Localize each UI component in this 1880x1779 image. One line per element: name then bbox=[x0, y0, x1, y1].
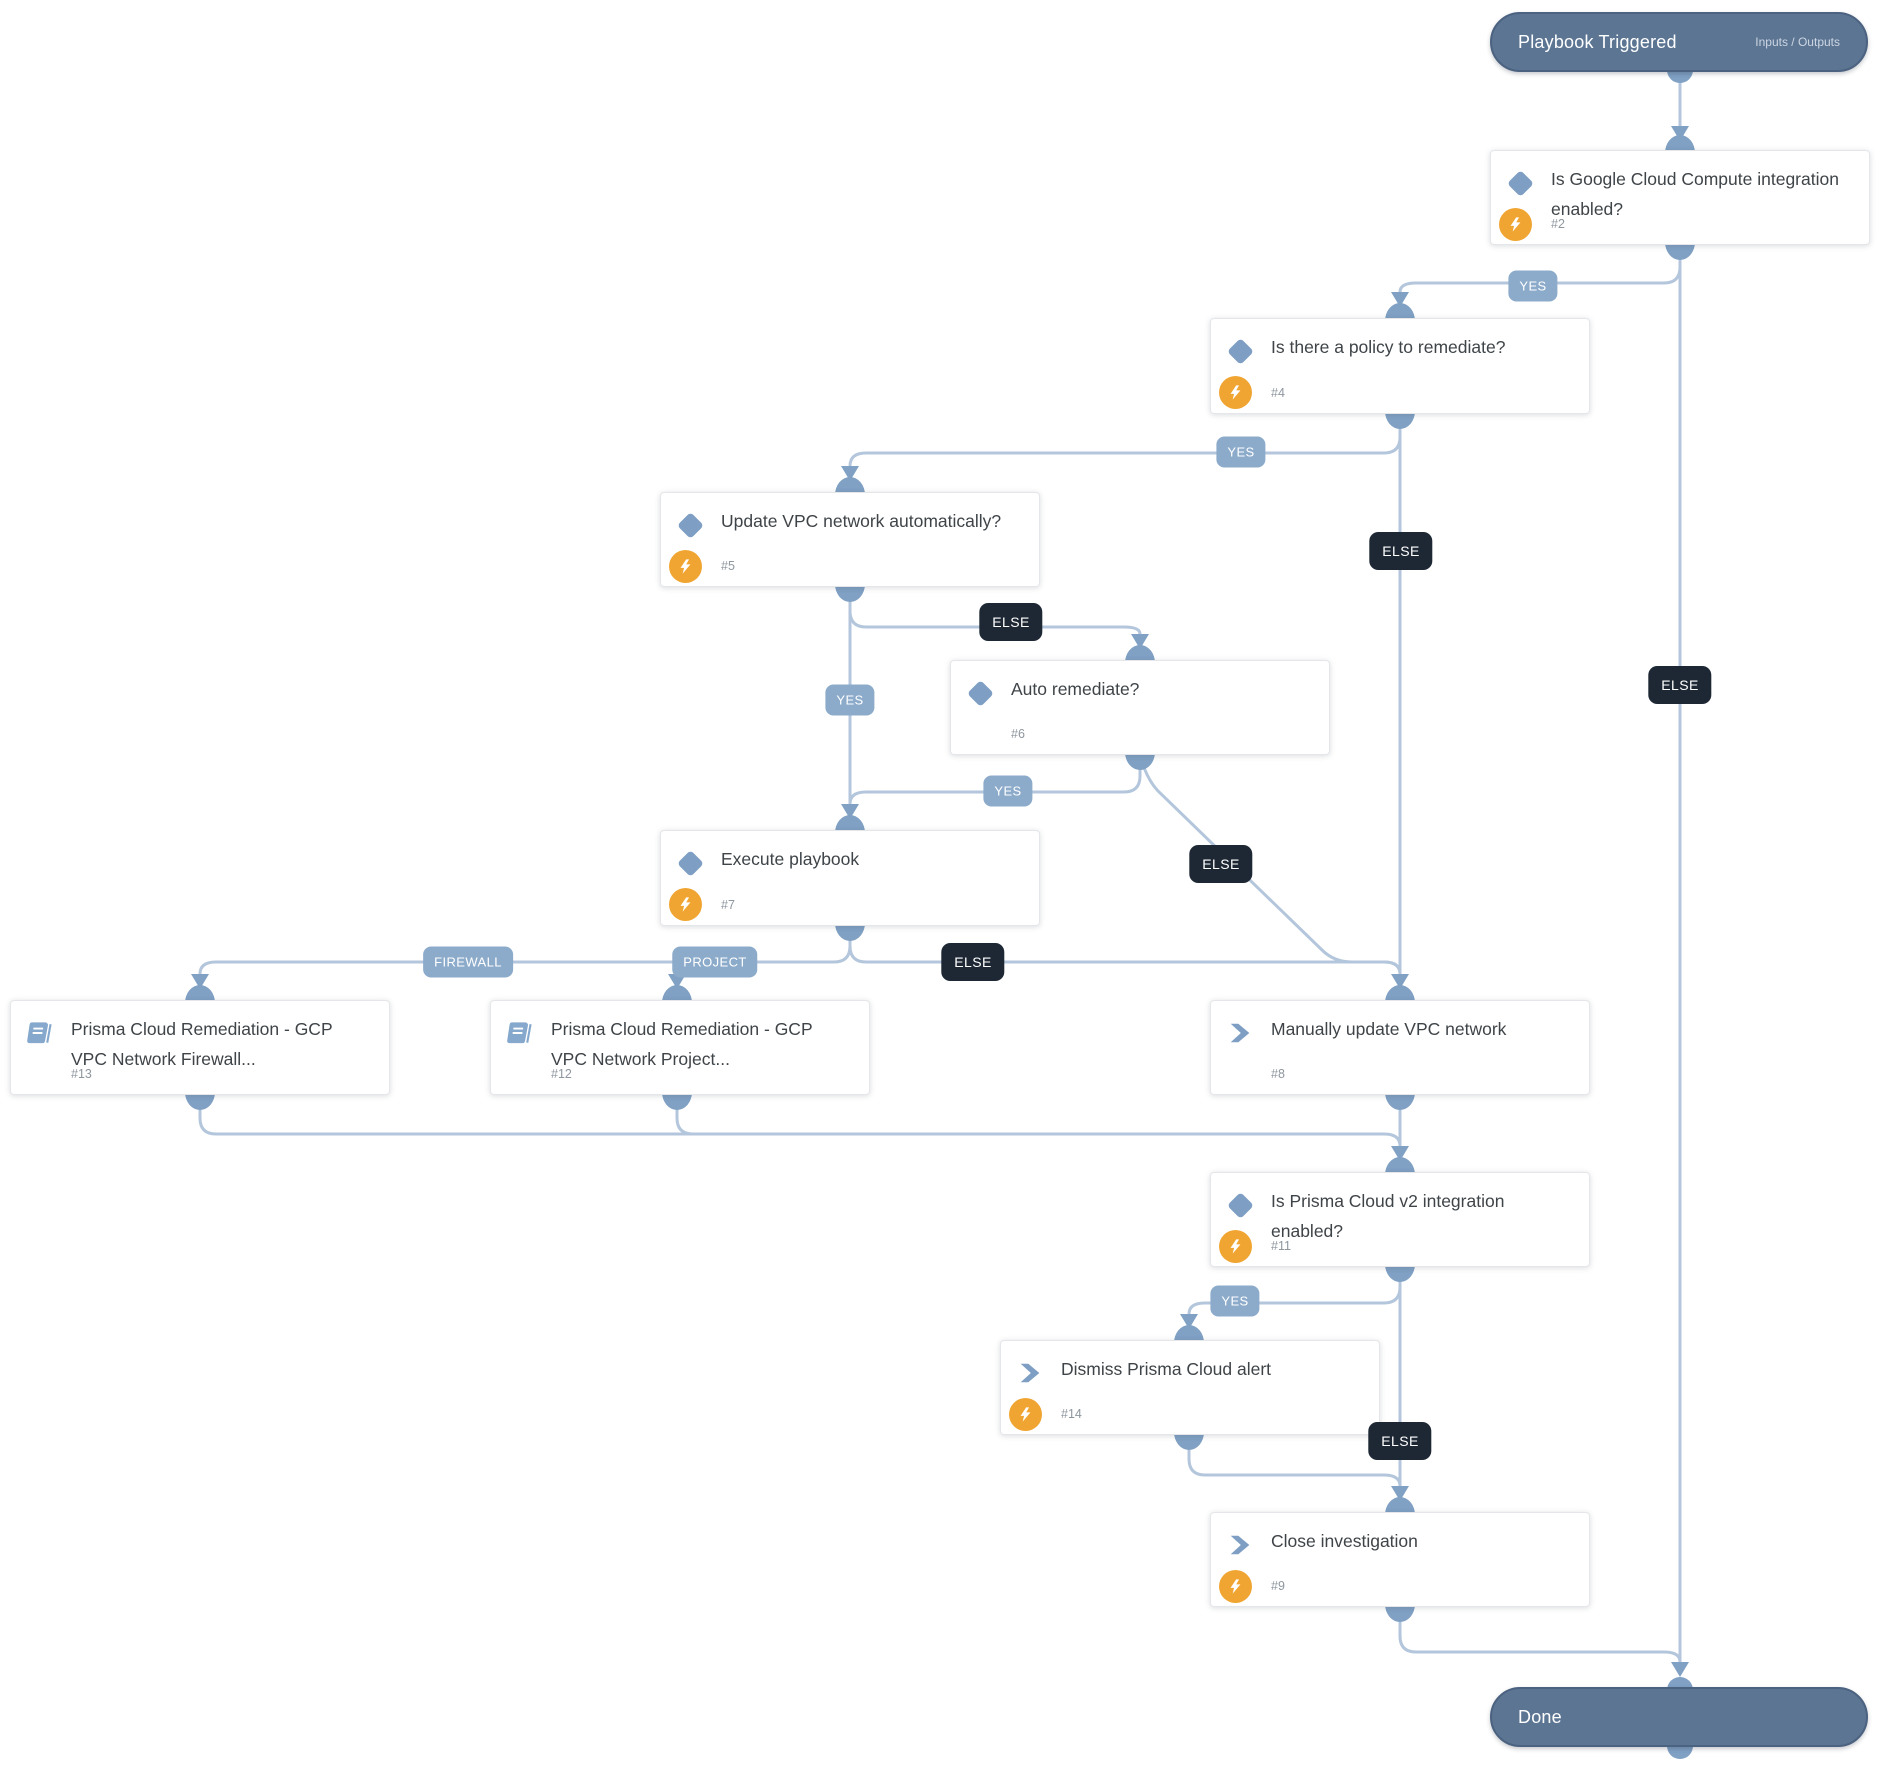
task-node-11[interactable]: Is Prisma Cloud v2 integration enabled? … bbox=[1210, 1172, 1590, 1267]
trigger-title: Playbook Triggered bbox=[1518, 31, 1677, 52]
task-node-5[interactable]: Update VPC network automatically? #5 bbox=[660, 492, 1040, 587]
manual-chevron-right-icon bbox=[1011, 1354, 1049, 1392]
task-title: Is Prisma Cloud v2 integration enabled? bbox=[1271, 1191, 1505, 1241]
playbook-trigger-node[interactable]: Playbook Triggered Inputs / Outputs bbox=[1490, 12, 1868, 72]
edge-label-yes: YES bbox=[983, 775, 1033, 807]
task-node-7[interactable]: Execute playbook #7 bbox=[660, 830, 1040, 926]
edge-label-else: ELSE bbox=[1369, 532, 1433, 570]
edge-label-yes: YES bbox=[825, 684, 875, 716]
condition-diamond-icon bbox=[1221, 1186, 1259, 1224]
task-number: #13 bbox=[71, 1067, 92, 1081]
task-number: #4 bbox=[1271, 386, 1285, 400]
task-title: Close investigation bbox=[1271, 1531, 1418, 1551]
condition-diamond-icon bbox=[1501, 164, 1539, 202]
task-number: #14 bbox=[1061, 1407, 1082, 1421]
task-node-8[interactable]: Manually update VPC network #8 bbox=[1210, 1000, 1590, 1095]
done-title: Done bbox=[1518, 1706, 1562, 1727]
automation-lightning-icon bbox=[669, 550, 702, 583]
task-node-9[interactable]: Close investigation #9 bbox=[1210, 1512, 1590, 1607]
edge-label-yes: YES bbox=[1508, 270, 1558, 302]
inputs-outputs-link[interactable]: Inputs / Outputs bbox=[1755, 35, 1840, 49]
task-node-14[interactable]: Dismiss Prisma Cloud alert #14 bbox=[1000, 1340, 1380, 1435]
task-title: Is there a policy to remediate? bbox=[1271, 337, 1506, 357]
task-number: #11 bbox=[1271, 1239, 1291, 1253]
edge-label-yes: YES bbox=[1210, 1285, 1260, 1317]
task-node-2[interactable]: Is Google Cloud Compute integration enab… bbox=[1490, 150, 1870, 245]
automation-lightning-icon bbox=[669, 888, 702, 921]
task-node-13[interactable]: Prisma Cloud Remediation - GCP VPC Netwo… bbox=[10, 1000, 390, 1095]
task-number: #9 bbox=[1271, 1579, 1285, 1593]
task-title: Prisma Cloud Remediation - GCP VPC Netwo… bbox=[551, 1019, 813, 1069]
condition-diamond-icon bbox=[961, 674, 999, 712]
condition-diamond-icon bbox=[671, 844, 709, 882]
task-title: Update VPC network automatically? bbox=[721, 511, 1002, 531]
edge-label-else: ELSE bbox=[1368, 1422, 1432, 1460]
task-title: Execute playbook bbox=[721, 849, 860, 869]
task-title: Dismiss Prisma Cloud alert bbox=[1061, 1359, 1272, 1379]
task-number: #6 bbox=[1011, 727, 1025, 741]
edge-label-else: ELSE bbox=[941, 943, 1005, 981]
task-title: Prisma Cloud Remediation - GCP VPC Netwo… bbox=[71, 1019, 333, 1069]
playbook-book-icon bbox=[501, 1014, 539, 1052]
manual-chevron-right-icon bbox=[1221, 1014, 1259, 1052]
task-title: Manually update VPC network bbox=[1271, 1019, 1507, 1039]
task-number: #2 bbox=[1551, 217, 1565, 231]
task-number: #5 bbox=[721, 559, 735, 573]
edge-label-else: ELSE bbox=[1189, 845, 1253, 883]
automation-lightning-icon bbox=[1219, 1230, 1252, 1263]
task-number: #7 bbox=[721, 898, 735, 912]
task-node-12[interactable]: Prisma Cloud Remediation - GCP VPC Netwo… bbox=[490, 1000, 870, 1095]
task-number: #8 bbox=[1271, 1067, 1285, 1081]
manual-chevron-right-icon bbox=[1221, 1526, 1259, 1564]
condition-diamond-icon bbox=[1221, 332, 1259, 370]
done-node[interactable]: Done bbox=[1490, 1687, 1868, 1747]
edge-label-else: ELSE bbox=[979, 603, 1043, 641]
automation-lightning-icon bbox=[1499, 208, 1532, 241]
edge-label-else: ELSE bbox=[1648, 666, 1712, 704]
task-node-6[interactable]: Auto remediate? #6 bbox=[950, 660, 1330, 755]
automation-lightning-icon bbox=[1219, 376, 1252, 409]
condition-diamond-icon bbox=[671, 506, 709, 544]
task-title: Auto remediate? bbox=[1011, 679, 1140, 699]
task-title: Is Google Cloud Compute integration enab… bbox=[1551, 169, 1839, 219]
playbook-book-icon bbox=[21, 1014, 59, 1052]
automation-lightning-icon bbox=[1009, 1398, 1042, 1431]
automation-lightning-icon bbox=[1219, 1570, 1252, 1603]
edge-label-project: PROJECT bbox=[672, 946, 758, 978]
edge-label-firewall: FIREWALL bbox=[423, 946, 513, 978]
edge-label-yes: YES bbox=[1216, 436, 1266, 468]
task-number: #12 bbox=[551, 1067, 572, 1081]
task-node-4[interactable]: Is there a policy to remediate? #4 bbox=[1210, 318, 1590, 414]
